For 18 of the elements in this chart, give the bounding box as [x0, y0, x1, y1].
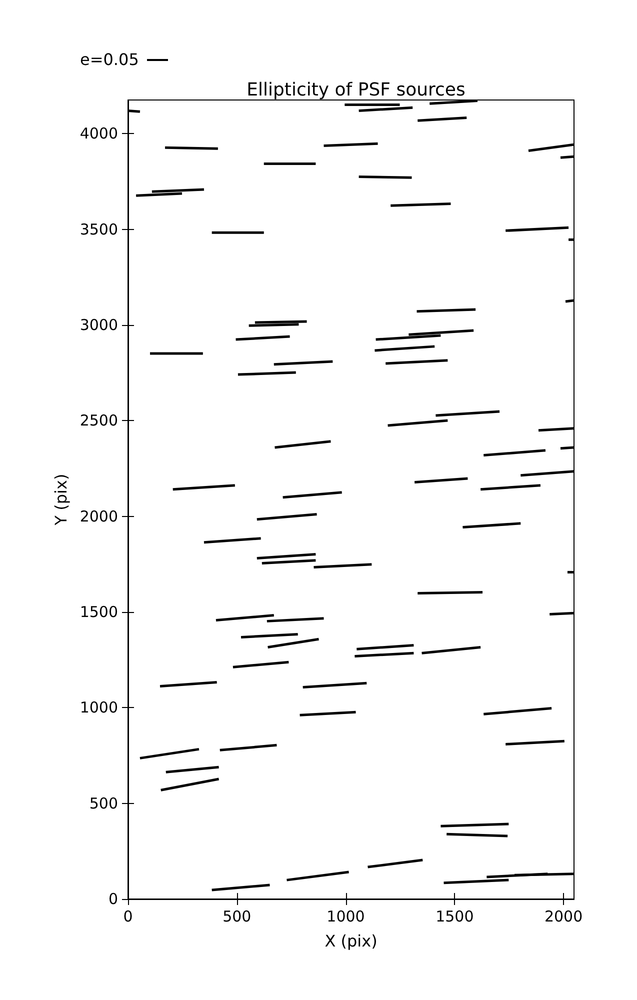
- x-tick-label: 1000: [326, 908, 365, 926]
- y-tick-label: 1000: [80, 698, 118, 717]
- x-tick-label: 2000: [544, 908, 583, 926]
- text: e=0.05: [80, 50, 139, 69]
- y-tick-label: 2500: [80, 412, 118, 430]
- y-tick-label: 1500: [80, 603, 118, 622]
- x-tick-label: 1500: [436, 908, 474, 926]
- y-tick-label: 500: [89, 794, 118, 812]
- y-tick-label: 3000: [80, 316, 118, 334]
- y-tick-label: 0: [108, 890, 118, 908]
- y-tick-label: 2000: [80, 507, 118, 526]
- x-tick-label: 500: [222, 908, 252, 926]
- x-tick-label: 0: [123, 908, 133, 926]
- y-tick-label: 4000: [80, 124, 118, 143]
- chart-title: Ellipticity of PSF sources: [246, 80, 466, 100]
- x-axis-title: X (pix): [324, 932, 378, 950]
- y-tick-label: 3500: [80, 220, 118, 238]
- y-axis-title: Y (pix): [51, 474, 70, 526]
